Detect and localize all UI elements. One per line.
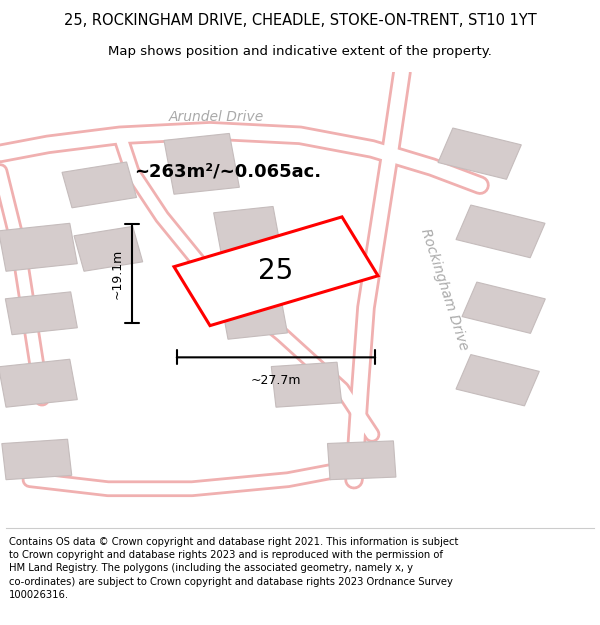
Text: Contains OS data © Crown copyright and database right 2021. This information is : Contains OS data © Crown copyright and d… xyxy=(9,537,458,600)
Bar xyxy=(164,133,239,194)
Bar xyxy=(0,359,77,408)
Bar xyxy=(456,205,545,258)
Text: 25: 25 xyxy=(259,258,293,285)
Text: ~27.7m: ~27.7m xyxy=(251,374,301,386)
Bar xyxy=(456,354,539,406)
Bar xyxy=(2,439,72,480)
Bar xyxy=(74,226,143,271)
Text: Map shows position and indicative extent of the property.: Map shows position and indicative extent… xyxy=(108,45,492,58)
Bar xyxy=(214,206,281,258)
Bar xyxy=(5,292,77,335)
Bar xyxy=(220,292,287,339)
Bar xyxy=(0,223,77,271)
Text: 25, ROCKINGHAM DRIVE, CHEADLE, STOKE-ON-TRENT, ST10 1YT: 25, ROCKINGHAM DRIVE, CHEADLE, STOKE-ON-… xyxy=(64,12,536,28)
Text: Rockingham Drive: Rockingham Drive xyxy=(418,227,470,352)
Bar xyxy=(462,282,545,333)
Bar xyxy=(328,441,396,480)
Bar xyxy=(438,128,521,179)
Polygon shape xyxy=(174,217,378,326)
Bar xyxy=(271,362,342,408)
Text: ~19.1m: ~19.1m xyxy=(110,248,124,299)
Text: Arundel Drive: Arundel Drive xyxy=(169,110,263,124)
Bar xyxy=(62,162,137,208)
Text: ~263m²/~0.065ac.: ~263m²/~0.065ac. xyxy=(134,162,322,181)
